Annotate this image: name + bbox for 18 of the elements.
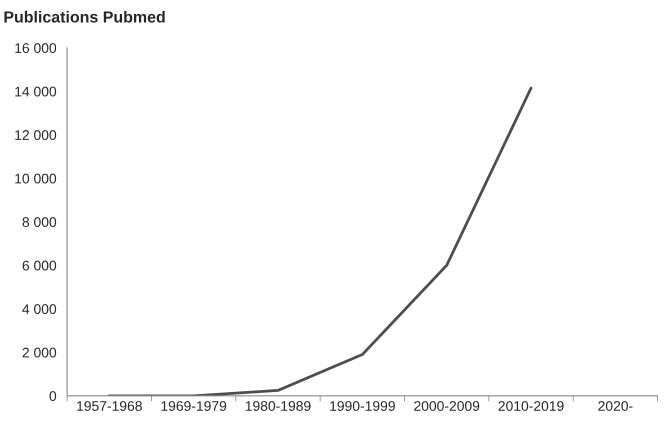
x-tick-label: 2020- [598,401,633,411]
x-tick-label: 1969-1979 [161,401,226,411]
y-tick-label: 16 000 [15,43,56,54]
chart-title: Publications Pubmed [4,10,165,23]
x-tick-label: 1990-1999 [330,401,395,411]
y-tick-label: 10 000 [15,174,56,184]
y-tick-label: 4 000 [22,304,56,314]
y-tick-label: 0 [50,391,56,402]
x-tick-label: 1957-1968 [77,401,142,411]
y-tick-label: 6 000 [22,260,56,271]
x-tick-label: 2000-2009 [414,401,480,411]
x-tick-label: 1980-1989 [246,401,311,411]
y-tick-label: 12 000 [15,130,56,140]
y-tick-label: 14 000 [15,86,56,97]
x-tick-label: 2010-2019 [498,401,564,411]
line-series [108,86,532,396]
y-tick-label: 2 000 [22,348,56,358]
y-tick-label: 8 000 [22,217,56,228]
